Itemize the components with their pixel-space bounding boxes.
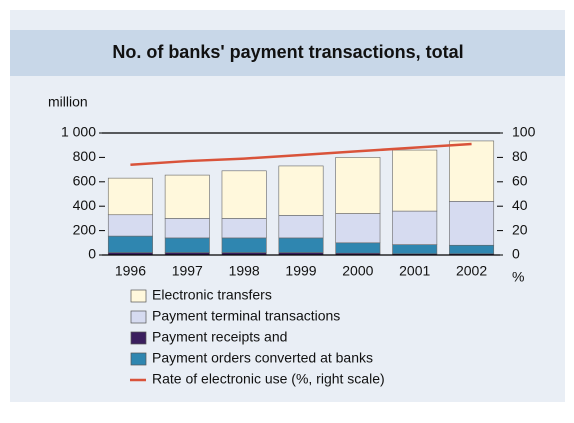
y-tick-label: 1 000 [61,124,96,140]
bar-segment [164,174,210,219]
y2-tick-label: 100 [512,124,536,140]
y-tick-label: 400 [73,197,97,213]
y-axis-label: million [48,94,88,110]
bar-segment [449,244,495,255]
bar-segment [221,237,267,253]
bar-segment [221,218,267,239]
bar-segment [164,218,210,239]
x-tick-label: 2000 [342,263,373,279]
bar-segment [335,242,381,254]
y-tick-label: 600 [73,173,97,189]
y-tick-label: 800 [73,148,97,164]
legend-label: Payment orders converted at banks [152,350,373,366]
x-tick-label: 1997 [172,263,203,279]
legend-label: Electronic transfers [152,287,272,303]
bar-segment [449,140,495,202]
bar-segment [107,214,153,237]
bar-segment [164,237,210,253]
bar-segment [278,237,324,253]
chart-title: No. of banks' payment transactions, tota… [112,42,463,62]
y2-axis-label: % [512,269,524,285]
legend-swatch [130,331,147,345]
x-tick-label: 1999 [285,263,316,279]
x-tick-label: 2001 [399,263,430,279]
bar-segment [107,235,153,253]
bar-segment [335,157,381,214]
title-band [10,30,565,76]
y2-tick-label: 40 [512,197,528,213]
x-tick-label: 2002 [456,263,487,279]
y2-tick-label: 0 [512,246,520,262]
bar-segment [278,215,324,239]
x-tick-label: 1996 [115,263,146,279]
y-tick-label: 0 [88,246,96,262]
y2-tick-label: 80 [512,148,528,164]
legend-swatch [130,352,147,366]
bar-segment [335,213,381,244]
legend-label: Rate of electronic use (%, right scale) [152,371,385,387]
bar-segment [392,149,438,212]
y2-tick-label: 20 [512,221,528,237]
legend-swatch [130,310,147,324]
x-tick-label: 1998 [229,263,260,279]
bar-segment [449,201,495,246]
bar-segment [392,210,438,245]
bar-segment [107,177,153,216]
legend-label: Payment terminal transactions [152,308,340,324]
line-series [130,142,472,166]
bar-segment [221,170,267,219]
bar-segment [392,244,438,255]
y2-tick-label: 60 [512,173,528,189]
bar-segment [278,165,324,216]
legend-label: Payment receipts and [152,329,287,345]
y-tick-label: 200 [73,221,97,237]
legend-swatch [130,289,147,303]
